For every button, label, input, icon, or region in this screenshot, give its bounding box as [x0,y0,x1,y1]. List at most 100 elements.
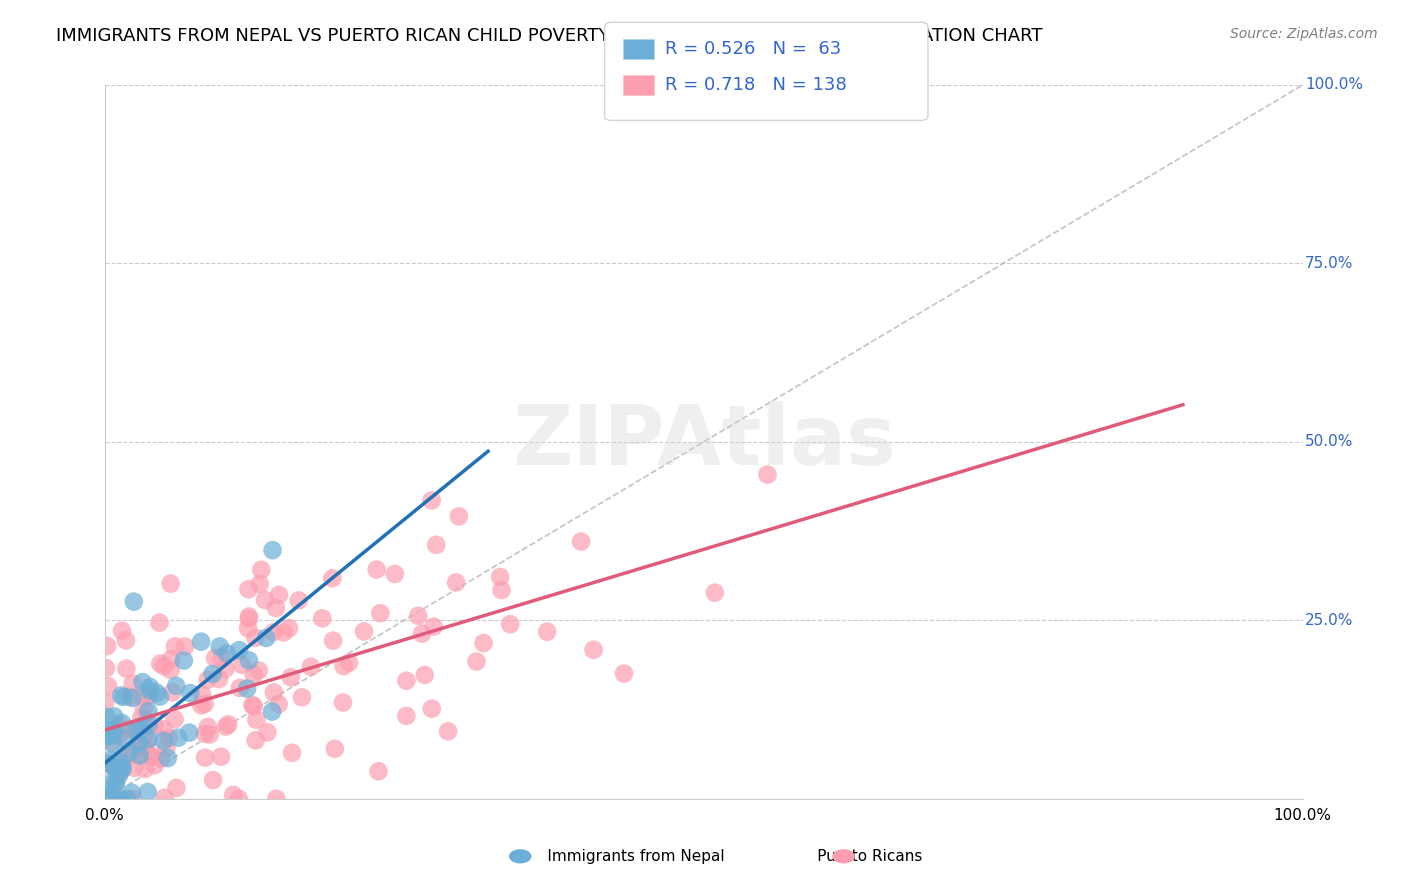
Point [322,633,344,648]
Point [94,791,117,805]
Point [201,667,224,681]
Point [159,663,181,677]
Text: Immigrants from Nepal                   Puerto Ricans: Immigrants from Nepal Puerto Ricans [484,849,922,863]
Point [111,715,134,730]
Point [208,640,231,654]
Point [406,608,429,623]
Point [249,577,271,591]
Point [96,723,118,738]
Point [105,727,128,741]
Point [138,731,160,746]
Point [121,690,143,705]
Point [136,785,159,799]
Point [174,640,197,654]
Point [107,791,129,805]
Point [138,683,160,698]
Point [141,749,163,764]
Point [132,748,155,763]
Point [179,686,201,700]
Point [111,761,134,775]
Point [238,582,260,597]
Point [152,733,174,747]
Point [128,748,150,763]
Point [94,695,117,709]
Point [108,718,131,732]
Point [173,654,195,668]
Point [98,783,121,797]
Point [100,758,122,772]
Text: 50.0%: 50.0% [1305,434,1354,450]
Point [366,563,388,577]
Point [101,729,124,743]
Point [100,753,122,767]
Point [159,576,181,591]
Text: IMMIGRANTS FROM NEPAL VS PUERTO RICAN CHILD POVERTY AMONG GIRLS UNDER 16 CORRELA: IMMIGRANTS FROM NEPAL VS PUERTO RICAN CH… [56,27,1043,45]
Point [425,538,447,552]
Point [111,624,134,638]
Text: 100.0%: 100.0% [1305,78,1362,93]
Point [97,789,120,804]
Point [264,601,287,615]
Point [145,686,167,700]
Point [245,713,267,727]
Point [263,625,285,640]
Point [413,668,436,682]
Point [115,791,138,805]
Point [143,718,166,732]
Point [444,575,467,590]
Point [332,659,354,673]
Point [222,788,245,802]
Point [247,664,270,678]
Point [253,593,276,607]
Point [148,615,170,630]
Point [191,688,214,702]
Point [332,696,354,710]
Point [134,762,156,776]
Point [395,709,418,723]
Point [94,661,117,675]
Point [111,762,134,776]
Point [411,626,433,640]
Point [122,594,145,608]
Point [238,609,260,624]
Point [115,633,138,648]
Point [613,666,636,681]
Point [134,740,156,755]
Point [163,640,186,654]
Point [97,679,120,693]
Point [139,680,162,694]
Point [157,731,180,745]
Point [422,620,444,634]
Point [536,624,558,639]
Point [134,728,156,742]
Point [96,791,118,805]
Point [96,791,118,805]
Point [105,775,128,789]
Point [211,650,233,665]
Point [499,617,522,632]
Point [194,727,217,741]
Point [254,631,277,645]
Point [337,656,360,670]
Text: 25.0%: 25.0% [1305,613,1354,628]
Point [447,509,470,524]
Point [260,705,283,719]
Point [489,570,512,584]
Point [198,727,221,741]
Point [103,760,125,774]
Point [190,698,212,713]
Point [202,773,225,788]
Text: ZIPAtlas: ZIPAtlas [512,401,896,483]
Point [240,698,263,712]
Point [278,621,301,635]
Point [107,729,129,743]
Point [472,636,495,650]
Point [215,647,238,661]
Point [420,493,443,508]
Point [242,699,264,714]
Point [228,791,250,805]
Point [129,711,152,725]
Point [238,612,260,626]
Point [108,766,131,780]
Point [115,662,138,676]
